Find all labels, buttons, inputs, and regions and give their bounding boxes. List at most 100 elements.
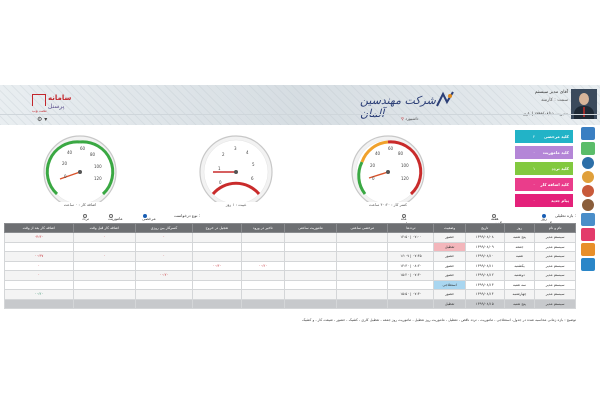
table-cell: ۰ — [4, 270, 74, 281]
col-header[interactable]: تعجیل در خروج — [191, 223, 242, 233]
table-cell — [387, 241, 435, 252]
company-logo-icon — [436, 91, 454, 107]
svg-text:4: 4 — [246, 150, 249, 155]
table-cell — [134, 241, 193, 252]
table-cell: ۰ — [4, 260, 74, 271]
table-cell: ۰۰:۲۰ — [240, 260, 285, 271]
table-cell: چهارشنبه — [503, 289, 536, 300]
table-cell: حضور — [433, 251, 466, 262]
table-row[interactable]: استعلاجی ۱۳۹۹/۰۸/۱۳ سه شنبه سیستم مدیر — [4, 279, 576, 290]
col-header[interactable]: تاریخ — [464, 223, 505, 233]
sidebar-icon-monitor[interactable] — [581, 127, 595, 140]
table-cell: ۰۴:۳۰ — [4, 232, 74, 243]
sidebar-icon-globe[interactable] — [582, 157, 594, 169]
breadcrumb[interactable]: ⚲ داشبورد — [401, 116, 418, 121]
period-option-month[interactable]: ماه جاری — [401, 214, 410, 226]
table-cell — [191, 289, 242, 300]
svg-text:20: 20 — [370, 163, 376, 168]
company-name: شرکت مهندسین آلمان — [360, 94, 436, 120]
request-option-leave[interactable]: مرخصی — [142, 214, 156, 221]
table-cell: حضور — [433, 260, 466, 271]
col-header[interactable]: وضعیت — [433, 223, 466, 233]
table-cell: ۰۰:۲۰ — [134, 270, 193, 281]
table-cell — [134, 279, 193, 290]
house-icon — [32, 94, 46, 106]
card-leave[interactable]: کلید مرخصی ۲ — [515, 130, 573, 143]
gear-icon[interactable]: ⚙ ▾ — [37, 116, 48, 123]
table-cell — [191, 298, 242, 309]
svg-text:1: 1 — [218, 166, 221, 171]
summary-cards: کلید مرخصی ۲ کلید ماموریت ۰ کلید تردد ۱ کلی… — [515, 130, 573, 210]
period-label: بازه تحلیلی : — [554, 213, 576, 218]
period-option-day[interactable]: روز گذشته — [541, 214, 552, 226]
filters-bar: بازه تحلیلی : روز گذشته هفته گذشته ماه ج… — [4, 210, 576, 226]
sidebar-icon-chart[interactable] — [581, 142, 595, 155]
table-cell — [191, 251, 242, 262]
table-row[interactable]: ۰ ۰۰:۳۰ ۰۰:۲۰ ۱۴:۳۰ | ۰۸:۲۰ حضور ۱۳۹۹/۰۸/۱۱ یک… — [4, 260, 576, 271]
table-cell — [283, 251, 338, 262]
user-role: سمت : کارمند — [541, 98, 568, 103]
col-header[interactable]: تاخیر در ورود — [240, 223, 285, 233]
request-option-mission[interactable]: ماموریت — [108, 214, 123, 221]
sidebar-icon-tools[interactable] — [581, 243, 595, 256]
table-cell: پنج شنبه — [503, 298, 536, 309]
table-row[interactable]: ۰۰:۳۷ ۰ ۰ ۱۶:۰۷ | ۰۷:۴۵ حضور ۱۳۹۹/۰۸/۱۰ شنبه سی… — [4, 251, 576, 262]
table-cell — [336, 289, 389, 300]
sidebar-icon-calendar[interactable] — [581, 228, 595, 241]
table-cell: سیستم مدیر — [534, 251, 576, 262]
col-header[interactable]: اضافه کار قبل وقت — [72, 223, 136, 233]
sidebar-icon-users[interactable] — [582, 185, 594, 197]
table-row[interactable]: تعطیل ۱۳۹۹/۰۸/۰۹ جمعه سیستم مدیر — [4, 241, 576, 252]
table-row[interactable]: ۰ ۰۰:۲۰ ۱۵:۲۰ | ۰۷:۳۰ حضور ۱۳۹۹/۰۸/۱۲ دوشنبه س… — [4, 270, 576, 281]
card-mission[interactable]: کلید ماموریت ۰ — [515, 146, 573, 159]
table-cell: ۱۳۹۹/۰۸/۱۰ — [464, 251, 505, 262]
sidebar-icon-network[interactable] — [581, 213, 595, 226]
col-header[interactable]: مرخصی ساعتی — [336, 223, 389, 233]
table-cell — [283, 270, 338, 281]
table-cell — [191, 241, 242, 252]
sidebar-icon-group[interactable] — [582, 199, 594, 211]
table-cell — [240, 270, 285, 281]
table-cell — [72, 289, 136, 300]
pin-icon: ⚲ — [401, 116, 404, 121]
card-new-message[interactable]: پیام جدید ۰ — [515, 194, 573, 207]
col-header[interactable]: ماموریت ساعتی — [283, 223, 338, 233]
period-option-week[interactable]: هفته گذشته — [491, 214, 502, 226]
table-cell: سیستم مدیر — [534, 279, 576, 290]
table-row[interactable]: ۰۴:۳۰ ۰ ۰ ۱۲:۵۰ | ۰۷:۰۰ حضور ۱۳۹۹/۰۸/۰۸ پنج شن… — [4, 232, 576, 243]
col-header[interactable]: کسرکار بین روزی — [134, 223, 193, 233]
svg-text:120: 120 — [94, 176, 102, 181]
svg-text:40: 40 — [67, 150, 73, 155]
table-row[interactable]: ۰۰:۲۰ ۱۵:۵۰ | ۰۷:۳۰ حضور ۱۳۹۹/۰۸/۱۴ چهارشنبه… — [4, 289, 576, 300]
col-header[interactable]: نام و نام — [534, 223, 576, 233]
brand-tagline: تحت وب — [32, 108, 47, 113]
table-cell: ۱۳۹۹/۰۸/۱۱ — [464, 260, 505, 271]
sidebar-icon-user[interactable] — [582, 171, 594, 183]
svg-text:40: 40 — [375, 151, 381, 156]
table-cell — [336, 298, 389, 309]
card-overtime[interactable]: کلید اضافه کار ۰ — [515, 178, 573, 191]
sidebar-icon-info[interactable] — [581, 258, 595, 271]
col-header[interactable]: روز — [503, 223, 536, 233]
table-cell: ۰ — [134, 232, 193, 243]
table-cell — [191, 232, 242, 243]
gauge-deficit: 0 20 40 60 80 100 120 کسر کار : ۴۰:۲۰ سا… — [345, 132, 431, 218]
svg-text:120: 120 — [401, 176, 409, 181]
table-cell — [240, 298, 285, 309]
table-cell — [4, 279, 74, 290]
table-cell — [387, 298, 435, 309]
table-row[interactable]: تعطیل ۱۳۹۹/۰۸/۱۵ پنج شنبه سیستم مدیر — [4, 298, 576, 309]
table-cell: ۱۵:۲۰ | ۰۷:۳۰ — [387, 270, 435, 281]
table-cell — [240, 232, 285, 243]
table-cell: سه شنبه — [503, 279, 536, 290]
col-header[interactable]: اضافه کار بعد از وقت — [4, 223, 74, 233]
header-band — [0, 85, 600, 125]
table-cell: استعلاجی — [433, 279, 466, 290]
table-cell — [336, 241, 389, 252]
request-option-traffic[interactable]: تردد — [82, 214, 89, 221]
card-traffic[interactable]: کلید تردد ۱ — [515, 162, 573, 175]
table-cell: ۰ — [72, 251, 136, 262]
table-cell — [283, 289, 338, 300]
brand-logo[interactable]: سامانه پرسنل تحت وب — [10, 92, 71, 120]
col-header[interactable]: ترددها — [387, 223, 435, 233]
